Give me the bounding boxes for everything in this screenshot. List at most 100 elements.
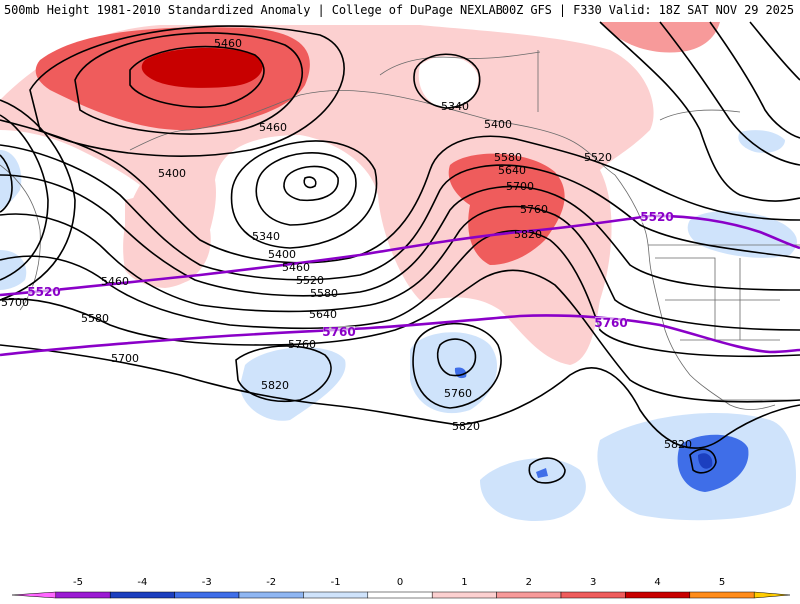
height-contour-label: 5460	[101, 275, 129, 288]
colorbar-swatch	[55, 591, 111, 599]
height-contour-label: 5340	[441, 100, 469, 113]
colorbar-tick-label: 5	[719, 577, 725, 588]
colorbar-swatch	[689, 591, 755, 599]
contour-sub-low-outer	[412, 322, 502, 409]
contour-ne-2	[659, 21, 800, 166]
anomaly-minus1-west-edge2	[0, 250, 27, 290]
colorbar-tick-label: 4	[654, 577, 660, 588]
colorbar-swatch	[431, 591, 497, 599]
contour-se-closed	[689, 448, 717, 474]
highlight-5760-line	[0, 314, 800, 357]
height-contour-label: 5760	[520, 203, 548, 216]
height-contour-label: 5460	[259, 121, 287, 134]
height-contour-label: 5400	[268, 248, 296, 261]
height-contour-label: 5400	[158, 167, 186, 180]
contour-south-closed	[528, 457, 566, 484]
west-coast-na	[614, 174, 776, 410]
contour-low-2	[255, 152, 357, 226]
colorbar-tick-label: -3	[202, 577, 212, 588]
contour-ne-1	[599, 21, 800, 202]
height-contour-label: 5460	[214, 37, 242, 50]
height-contour-label: 5340	[252, 230, 280, 243]
height-contours	[0, 21, 800, 484]
anomaly-minus1-canada	[738, 130, 785, 153]
colorbar-swatch	[560, 591, 626, 599]
anomaly-minus3-south-spot	[536, 468, 548, 478]
highlight-label-bg	[323, 326, 355, 338]
height-contour-label: 5400	[484, 118, 512, 131]
geographic-borders	[0, 50, 800, 410]
height-contour-label: 5580	[494, 151, 522, 164]
us-state-borders	[655, 257, 780, 341]
anomaly-minus4-se	[698, 453, 713, 469]
alaska-coastline	[129, 90, 616, 176]
highlight-contour-label: 5520	[27, 285, 60, 299]
height-contour-label: 5820	[452, 420, 480, 433]
height-contour-label: 5700	[111, 352, 139, 365]
height-label-layer: 5460534054005460552054005580564057005760…	[1, 37, 692, 451]
contour-5580	[0, 205, 800, 331]
highlight-5520-line	[0, 214, 800, 297]
contour-bering-outer	[74, 32, 303, 135]
contour-5640	[0, 229, 800, 358]
colorbar-tick-labels: -5 -4 -3 -2 -1 0 1 2 3 4 5	[73, 577, 725, 588]
map-title: 500mb Height 1981-2010 Standardized Anom…	[4, 3, 503, 17]
colorbar-tick-label: -2	[266, 577, 276, 588]
height-contour-label: 5520	[296, 274, 324, 287]
anomaly-minus1-south	[480, 458, 586, 521]
height-contour-label: 5520	[584, 151, 612, 164]
highlight-contour-label: 5520	[640, 210, 673, 224]
contour-5700	[0, 269, 800, 403]
colorbar-tick-label: 3	[590, 577, 596, 588]
contour-central-closed	[235, 345, 332, 403]
colorbar-swatch	[238, 591, 304, 599]
colorbar-swatch	[303, 591, 369, 599]
anomaly-plus4-bering	[141, 48, 263, 88]
highlight-label-layer: 5520 5520 5760 5760	[27, 210, 673, 339]
colorbar-tick-label: -1	[331, 577, 341, 588]
contour-ne-4	[749, 21, 800, 81]
highlight-label-bg	[28, 286, 60, 298]
contour-5400	[0, 119, 800, 264]
contour-5820	[0, 344, 800, 449]
negative-anomaly-shading	[0, 130, 797, 521]
contour-low-3	[230, 140, 378, 249]
height-contour-label: 5820	[261, 379, 289, 392]
colorbar: -5 -4 -3 -2 -1 0 1 2 3 4 5	[11, 577, 791, 599]
height-contour-label: 5820	[664, 438, 692, 451]
height-contour-label: 5700	[1, 296, 29, 309]
height-contour-label: 5820	[514, 228, 542, 241]
highlight-contour-label: 5760	[322, 325, 355, 339]
colorbar-tick-label: -5	[73, 577, 83, 588]
contour-low-1	[283, 165, 339, 202]
highlight-contours	[0, 214, 800, 357]
contour-bering-inner	[129, 45, 265, 108]
anomaly-minus1-west-edge	[0, 150, 22, 210]
colorbar-tick-label: 1	[461, 577, 467, 588]
contour-5520	[0, 174, 800, 297]
highlight-label-bg	[595, 317, 627, 329]
colorbar-swatch	[367, 591, 433, 599]
colorbar-swatches	[11, 591, 791, 599]
contour-5460	[0, 144, 800, 281]
model-run-info: 00Z GFS | F330 Valid: 18Z SAT NOV 29 202…	[501, 3, 794, 17]
contour-ne-3	[709, 21, 800, 139]
height-contour-label: 5640	[498, 164, 526, 177]
contour-west-3	[0, 154, 13, 213]
height-contour-label: 5760	[288, 338, 316, 351]
height-contour-label: 5580	[81, 312, 109, 325]
anomaly-cutout-north	[418, 56, 479, 109]
contour-west-1	[0, 114, 49, 281]
contour-west-2	[0, 99, 76, 301]
height-contour-label: 5700	[506, 180, 534, 193]
colorbar-swatch	[109, 591, 175, 599]
anomaly-minus3-se	[677, 434, 749, 492]
highlight-contour-label: 5760	[594, 316, 627, 330]
anomaly-plus2-ne	[600, 22, 720, 53]
misc-borders	[659, 109, 800, 401]
colorbar-swatch	[174, 591, 240, 599]
colorbar-left-extension	[11, 591, 57, 599]
contour-low-core	[303, 176, 317, 189]
